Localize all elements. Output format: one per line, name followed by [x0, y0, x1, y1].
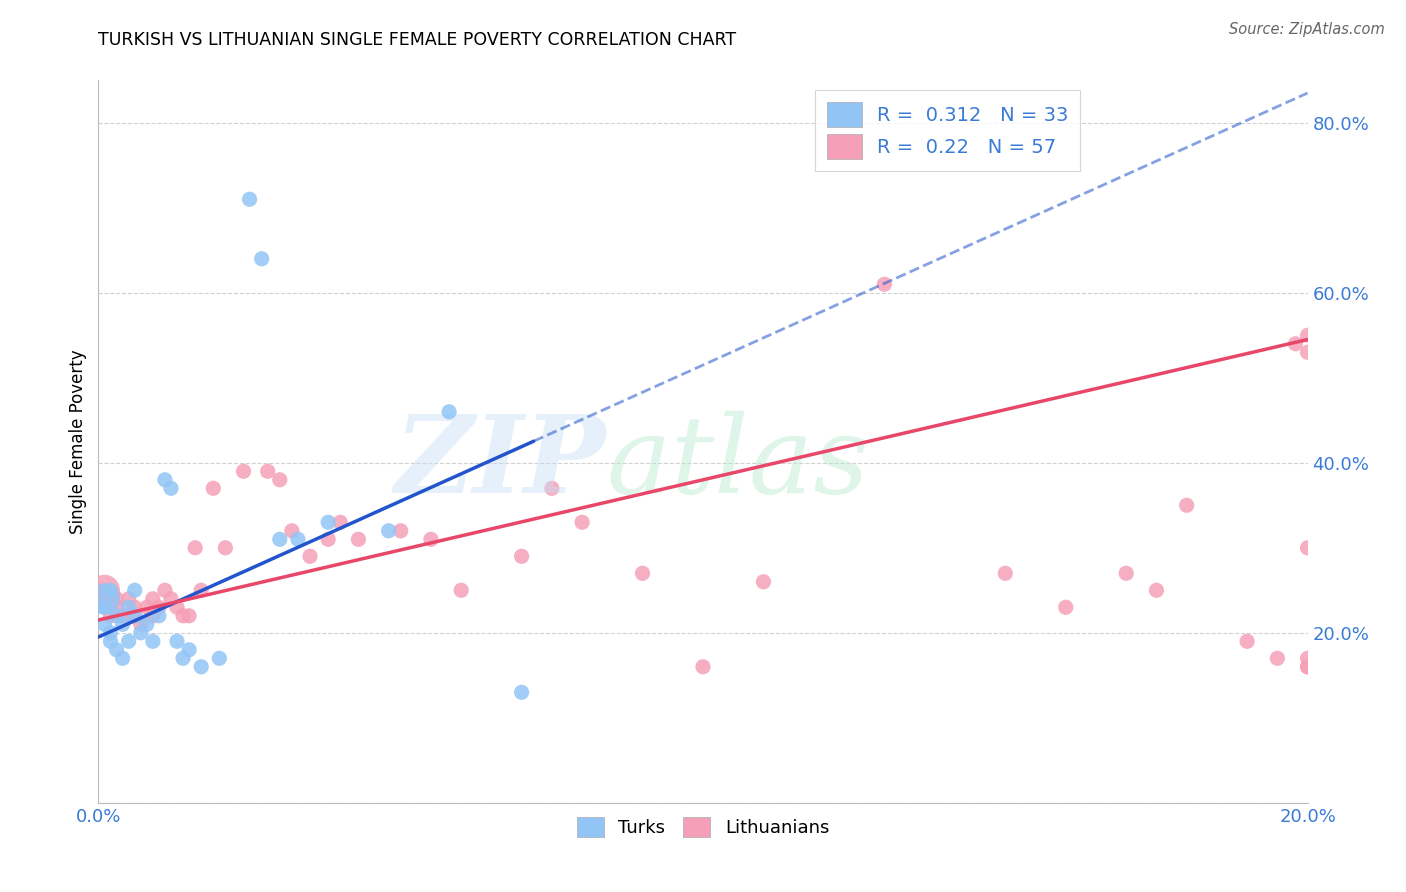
Point	[540, 481, 562, 495]
Point	[281, 524, 304, 538]
Point	[135, 617, 157, 632]
Point	[118, 591, 141, 606]
Point	[93, 583, 115, 598]
Point	[124, 608, 146, 623]
Point	[166, 600, 188, 615]
Point	[142, 591, 165, 606]
Point	[214, 541, 236, 555]
Point	[153, 583, 176, 598]
Point	[100, 608, 122, 623]
Point	[316, 533, 339, 547]
Point	[752, 574, 775, 589]
Point	[118, 600, 141, 615]
Point	[124, 608, 146, 623]
Point	[994, 566, 1017, 581]
Point	[692, 660, 714, 674]
Point	[105, 642, 128, 657]
Point	[148, 600, 170, 615]
Point	[1296, 541, 1319, 555]
Point	[256, 464, 278, 478]
Point	[1144, 583, 1167, 598]
Point	[142, 634, 165, 648]
Point	[129, 625, 152, 640]
Point	[1284, 336, 1306, 351]
Point	[437, 405, 460, 419]
Point	[232, 464, 254, 478]
Point	[111, 608, 134, 623]
Point	[269, 473, 291, 487]
Point	[160, 591, 183, 606]
Point	[166, 634, 188, 648]
Point	[105, 608, 128, 623]
Point	[179, 642, 201, 657]
Point	[510, 685, 533, 699]
Point	[316, 516, 339, 530]
Point	[631, 566, 654, 581]
Point	[100, 600, 122, 615]
Point	[347, 533, 370, 547]
Point	[239, 192, 262, 206]
Point	[93, 591, 115, 606]
Point	[124, 583, 146, 598]
Point	[1115, 566, 1137, 581]
Point	[1175, 498, 1198, 512]
Point	[105, 600, 128, 615]
Point	[1296, 660, 1319, 674]
Point	[93, 617, 115, 632]
Point	[172, 651, 194, 665]
Point	[299, 549, 322, 564]
Point	[184, 541, 207, 555]
Point	[124, 600, 146, 615]
Point	[1267, 651, 1289, 665]
Point	[329, 516, 352, 530]
Text: TURKISH VS LITHUANIAN SINGLE FEMALE POVERTY CORRELATION CHART: TURKISH VS LITHUANIAN SINGLE FEMALE POVE…	[98, 31, 737, 49]
Point	[100, 634, 122, 648]
Point	[202, 481, 225, 495]
Point	[250, 252, 273, 266]
Point	[1296, 660, 1319, 674]
Point	[190, 583, 212, 598]
Point	[269, 533, 291, 547]
Point	[571, 516, 593, 530]
Point	[142, 608, 165, 623]
Point	[450, 583, 472, 598]
Point	[377, 524, 399, 538]
Point	[420, 533, 443, 547]
Point	[1296, 651, 1319, 665]
Point	[1296, 345, 1319, 359]
Point	[129, 617, 152, 632]
Point	[153, 473, 176, 487]
Point	[179, 608, 201, 623]
Text: atlas: atlas	[606, 410, 869, 516]
Point	[93, 600, 115, 615]
Point	[148, 608, 170, 623]
Y-axis label: Single Female Poverty: Single Female Poverty	[69, 350, 87, 533]
Text: Source: ZipAtlas.com: Source: ZipAtlas.com	[1229, 22, 1385, 37]
Point	[1296, 328, 1319, 343]
Point	[190, 660, 212, 674]
Point	[160, 481, 183, 495]
Point	[100, 625, 122, 640]
Point	[118, 634, 141, 648]
Point	[135, 600, 157, 615]
Text: ZIP: ZIP	[395, 410, 606, 516]
Point	[1236, 634, 1258, 648]
Point	[172, 608, 194, 623]
Point	[389, 524, 412, 538]
Point	[100, 583, 122, 598]
Point	[105, 591, 128, 606]
Point	[287, 533, 309, 547]
Point	[208, 651, 231, 665]
Point	[93, 591, 115, 606]
Legend: Turks, Lithuanians: Turks, Lithuanians	[569, 810, 837, 845]
Point	[118, 608, 141, 623]
Point	[111, 651, 134, 665]
Point	[1054, 600, 1077, 615]
Point	[111, 617, 134, 632]
Point	[873, 277, 896, 292]
Point	[510, 549, 533, 564]
